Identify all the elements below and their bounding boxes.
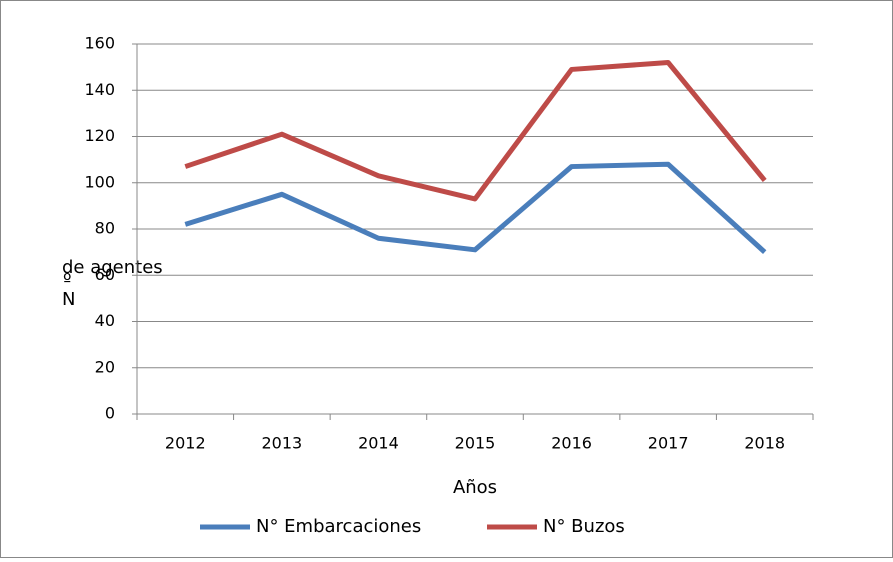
x-tick-label: 2017 — [648, 434, 689, 453]
x-tick-label: 2014 — [358, 434, 399, 453]
legend-label: N° Buzos — [543, 516, 625, 537]
y-tick-label: 100 — [84, 172, 115, 191]
y-tick-label: 80 — [95, 219, 115, 238]
legend-label: N° Embarcaciones — [256, 516, 421, 537]
y-tick-label: 0 — [105, 404, 115, 423]
y-tick-label: 140 — [84, 80, 115, 99]
y-tick-label: 40 — [95, 311, 115, 330]
x-tick-label: 2013 — [261, 434, 302, 453]
y-axis-title: º — [63, 270, 71, 291]
series-line — [184, 161, 767, 254]
y-tick-label: 120 — [84, 126, 115, 145]
x-tick-label: 2016 — [551, 434, 592, 453]
x-axis-title: Años — [453, 477, 497, 498]
y-tick-label: 160 — [84, 34, 115, 53]
series-line — [184, 60, 767, 202]
y-axis-title: N — [62, 289, 75, 310]
y-axis-title: de agentes — [62, 257, 163, 278]
x-tick-label: 2012 — [165, 434, 206, 453]
y-tick-label: 60 — [95, 265, 115, 284]
x-tick-label: 2018 — [744, 434, 785, 453]
y-tick-label: 20 — [95, 357, 115, 376]
x-tick-label: 2015 — [455, 434, 496, 453]
